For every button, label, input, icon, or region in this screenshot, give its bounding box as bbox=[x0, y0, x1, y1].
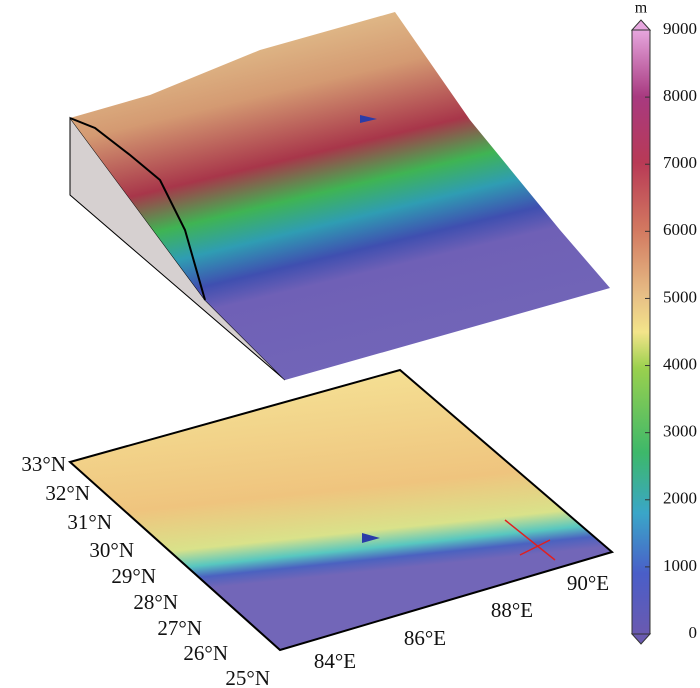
lat-label: 25°N bbox=[225, 666, 270, 688]
lon-label: 90°E bbox=[567, 571, 609, 595]
lat-label: 30°N bbox=[89, 538, 134, 562]
lon-labels: 84°E 86°E 88°E 90°E bbox=[314, 571, 609, 673]
colorbar-tick-label: 4000 bbox=[663, 354, 697, 373]
colorbar-min bbox=[630, 633, 652, 645]
colorbar-max bbox=[630, 19, 652, 31]
colorbar-tick-label: 2000 bbox=[663, 489, 697, 508]
colorbar-tick-label: 6000 bbox=[663, 220, 697, 239]
colorbar-ticks: 0 1000 2000 3000 4000 5000 6000 7000 8000 9000 bbox=[645, 19, 697, 642]
marker bbox=[362, 533, 380, 543]
colorbar bbox=[631, 29, 651, 635]
marker bbox=[360, 115, 377, 123]
terrain-3d bbox=[70, 12, 610, 380]
lat-label: 33°N bbox=[21, 452, 66, 476]
colorbar-tick-label: 9000 bbox=[663, 19, 697, 38]
lat-label: 27°N bbox=[157, 616, 202, 640]
lon-label: 88°E bbox=[491, 598, 533, 622]
terrain-map bbox=[67, 368, 615, 652]
colorbar-tick-label: 8000 bbox=[663, 86, 697, 105]
arrow bbox=[504, 519, 556, 561]
colorbar-tick-label: 1000 bbox=[663, 556, 697, 575]
lat-label: 31°N bbox=[67, 510, 112, 534]
lon-label: 86°E bbox=[404, 626, 446, 650]
arrow bbox=[519, 539, 551, 556]
colorbar-tick-label: 3000 bbox=[663, 422, 697, 441]
lat-label: 26°N bbox=[183, 641, 228, 665]
colorbar-tick-label: 0 bbox=[689, 623, 698, 642]
lon-label: 84°E bbox=[314, 649, 356, 673]
lat-label: 32°N bbox=[45, 481, 90, 505]
colorbar-tick-label: 5000 bbox=[663, 287, 697, 306]
colorbar-tick-label: 7000 bbox=[663, 153, 697, 172]
lat-label: 28°N bbox=[133, 590, 178, 614]
terrain-edge bbox=[69, 117, 206, 301]
lat-labels: 33°N 32°N 31°N 30°N29°N28°N27°N26°N25°N bbox=[21, 452, 270, 688]
lat-label: 29°N bbox=[111, 564, 156, 588]
colorbar-unit: m bbox=[635, 0, 648, 17]
